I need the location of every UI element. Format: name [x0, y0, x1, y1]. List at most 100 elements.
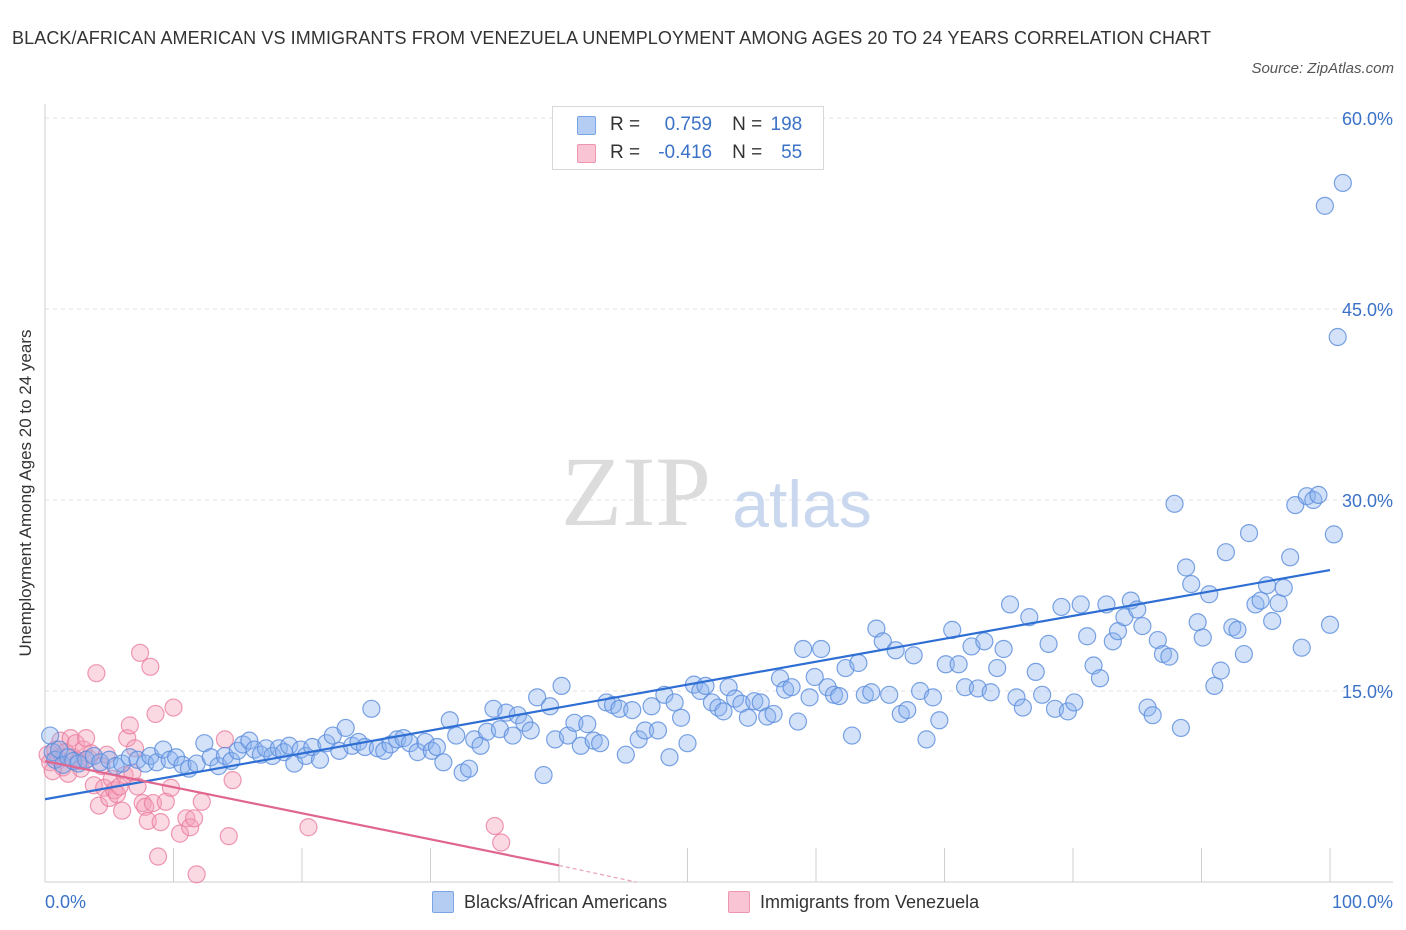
data-point	[447, 726, 466, 745]
data-point	[120, 716, 139, 735]
data-point	[1234, 644, 1254, 664]
data-point	[565, 713, 584, 732]
data-point	[1223, 618, 1242, 637]
data-point	[170, 824, 190, 843]
data-point	[1228, 620, 1247, 639]
data-point	[534, 765, 553, 785]
data-point	[310, 750, 330, 769]
data-point	[1013, 698, 1032, 717]
bottom-legend-black: Blacks/African Americans	[432, 889, 667, 915]
data-point	[955, 678, 975, 697]
data-point	[61, 729, 80, 748]
data-point	[1143, 706, 1162, 725]
series-venezuela-points	[38, 643, 511, 884]
series-black-points	[41, 173, 1352, 785]
data-point	[812, 639, 831, 659]
data-point	[192, 792, 211, 811]
data-point	[130, 643, 150, 662]
data-point	[1292, 638, 1311, 657]
data-point	[181, 818, 200, 837]
data-point	[1071, 595, 1090, 614]
legend-swatch-venezuela	[577, 143, 596, 163]
data-point	[485, 816, 504, 836]
data-point	[434, 753, 453, 772]
data-point	[1328, 327, 1347, 347]
data-point	[1333, 173, 1352, 193]
data-point	[678, 734, 697, 753]
x-tick-label: 100.0%	[1332, 892, 1393, 912]
data-point	[1274, 578, 1293, 597]
data-point	[745, 692, 764, 711]
legend-r-value-black: 0.759	[664, 114, 713, 135]
data-point	[440, 711, 459, 730]
data-point	[77, 729, 96, 748]
correlation-legend: R = 0.759 N = 198 R = -0.416 N = 55	[552, 106, 824, 170]
data-point	[898, 700, 917, 720]
data-point	[1315, 196, 1334, 215]
data-point	[184, 809, 204, 828]
data-point	[138, 811, 157, 830]
legend-r-value-venezuela: -0.416	[658, 142, 713, 163]
data-point	[1205, 676, 1224, 696]
source-label: Source: ZipAtlas.com	[1251, 60, 1394, 77]
data-point	[904, 646, 923, 665]
data-point	[1058, 702, 1077, 721]
data-point	[936, 655, 955, 674]
legend-n-value-venezuela: 55	[781, 142, 803, 163]
data-point	[862, 683, 881, 702]
bottom-legend-label-venezuela: Immigrants from Venezuela	[760, 891, 980, 912]
data-point	[166, 748, 186, 767]
data-point	[151, 813, 170, 832]
data-point	[629, 730, 648, 749]
data-point	[1103, 632, 1122, 651]
data-point	[886, 641, 905, 660]
data-point	[660, 748, 679, 767]
data-point	[177, 809, 196, 828]
axes	[44, 104, 1393, 883]
data-point	[782, 678, 801, 697]
data-point	[738, 708, 757, 727]
data-point	[917, 730, 936, 749]
data-point	[528, 688, 547, 707]
legend-r-label: R =	[610, 142, 641, 163]
data-point	[164, 698, 183, 717]
data-point	[146, 704, 165, 724]
data-point	[981, 683, 1000, 702]
data-point	[87, 664, 106, 683]
data-point	[623, 700, 642, 720]
legend-n-label: N =	[732, 114, 763, 135]
data-point	[880, 685, 899, 704]
data-point	[578, 715, 597, 734]
data-point	[591, 734, 610, 753]
data-point	[521, 721, 540, 740]
data-point	[1304, 490, 1323, 510]
data-point	[764, 704, 783, 724]
y-tick-label: 45.0%	[1342, 300, 1393, 320]
data-point	[616, 745, 635, 764]
legend-row-black: R = 0.759 N = 198	[577, 112, 802, 138]
data-point	[975, 632, 994, 651]
trend-line-venezuela	[44, 759, 560, 867]
data-point	[788, 712, 808, 731]
data-point	[362, 699, 381, 718]
y-tick-label: 15.0%	[1342, 682, 1393, 702]
data-point	[1020, 608, 1039, 627]
data-point	[1133, 616, 1152, 636]
data-point	[1065, 693, 1084, 712]
data-point	[830, 686, 849, 706]
data-point	[800, 688, 819, 707]
data-point	[416, 732, 435, 752]
data-point	[89, 796, 109, 815]
data-point	[187, 865, 206, 884]
data-point	[1251, 591, 1270, 610]
data-point	[1309, 485, 1328, 505]
data-point	[1052, 597, 1071, 617]
data-point	[988, 658, 1007, 678]
data-point	[1281, 548, 1300, 567]
y-tick-label: 30.0%	[1342, 491, 1393, 511]
x-tick-label: 0.0%	[45, 892, 86, 912]
data-point	[256, 739, 276, 758]
data-point	[648, 721, 668, 740]
legend-row-venezuela: R = -0.416 N = 55	[577, 140, 802, 166]
